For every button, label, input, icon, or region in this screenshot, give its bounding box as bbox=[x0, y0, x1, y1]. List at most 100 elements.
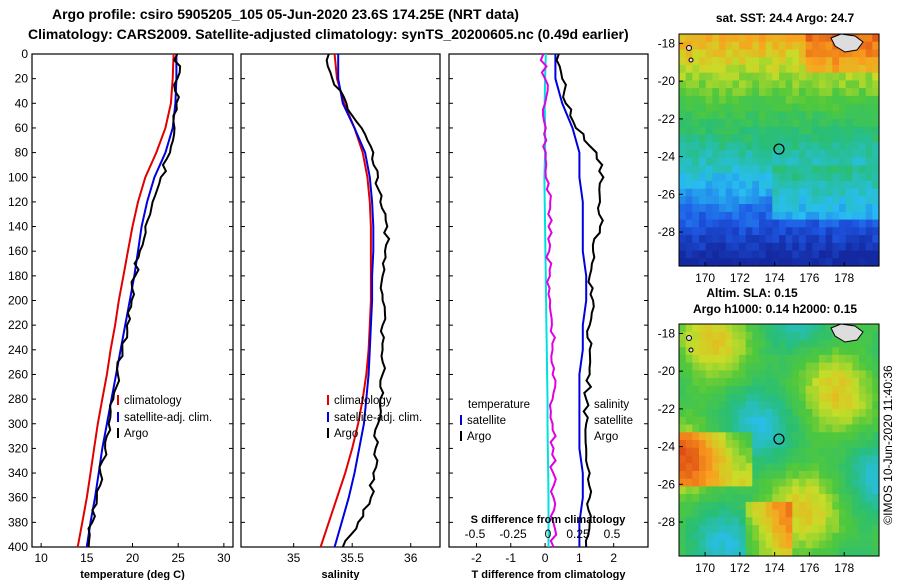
top-tick-label: -0.5 bbox=[465, 527, 486, 541]
map-x-tick-label: 172 bbox=[730, 561, 750, 575]
legend-label: climatology bbox=[334, 395, 392, 407]
x-tick-label: 30 bbox=[217, 551, 231, 565]
x-tick-label: -2 bbox=[471, 551, 482, 565]
credit-text: ©IMOS 10-Jun-2020 11:40:36 bbox=[881, 365, 895, 525]
depth-tick-label: 40 bbox=[15, 96, 29, 110]
depth-tick-label: 400 bbox=[8, 540, 28, 554]
x-tick-label: 35.5 bbox=[341, 551, 365, 565]
depth-tick-label: 100 bbox=[8, 170, 28, 184]
legend-title: temperature bbox=[468, 399, 530, 411]
map-frame bbox=[678, 323, 880, 557]
map-x-tick-label: 170 bbox=[695, 271, 715, 285]
legend-label: satellite bbox=[467, 415, 506, 427]
island-shape bbox=[688, 57, 694, 63]
title-line-1: Argo profile: csiro 5905205_105 05-Jun-2… bbox=[52, 6, 519, 22]
argo-position-marker bbox=[773, 433, 785, 445]
temperature-climatology-line bbox=[76, 53, 175, 548]
depth-tick-label: 180 bbox=[8, 269, 28, 283]
depth-tick-label: 280 bbox=[8, 392, 28, 406]
map-x-tick-label: 174 bbox=[765, 271, 785, 285]
top-tick-label: 0.5 bbox=[604, 527, 621, 541]
x-tick-label: 1 bbox=[576, 551, 583, 565]
island-shape bbox=[686, 335, 692, 341]
difference-from-climatology-temperature-argo-line bbox=[555, 53, 605, 548]
depth-tick-label: 80 bbox=[15, 146, 29, 160]
map-y-tick-label: -22 bbox=[658, 402, 676, 416]
difference-from-climatology-temperature-satellite-line bbox=[554, 54, 588, 547]
top-tick-label: 0.25 bbox=[566, 527, 590, 541]
x-tick-label: 20 bbox=[126, 551, 140, 565]
depth-tick-label: 360 bbox=[8, 491, 28, 505]
depth-tick-label: 300 bbox=[8, 417, 28, 431]
x-tick-label: 0 bbox=[542, 551, 549, 565]
depth-tick-label: 200 bbox=[8, 294, 28, 308]
map-x-tick-label: 174 bbox=[765, 561, 785, 575]
salinity-argo-line bbox=[325, 53, 391, 548]
difference-from-climatology-salinity-argo-line bbox=[539, 53, 558, 548]
legend-title: salinity bbox=[594, 399, 629, 411]
x-tick-label: 25 bbox=[172, 551, 186, 565]
x-tick-label: 15 bbox=[80, 551, 94, 565]
map-y-tick-label: -20 bbox=[658, 364, 676, 378]
legend-label: satellite-adj. clim. bbox=[124, 412, 212, 424]
map-y-tick-label: -18 bbox=[658, 326, 676, 340]
map-y-tick-label: -20 bbox=[658, 74, 676, 88]
sst-map-title: sat. SST: 24.4 Argo: 24.7 bbox=[716, 11, 855, 25]
sla-map-title: Altim. SLA: 0.15 bbox=[706, 286, 798, 300]
depth-tick-label: 0 bbox=[21, 47, 28, 61]
map-y-tick-label: -18 bbox=[658, 36, 676, 50]
x-axis-label: T difference from climatology bbox=[471, 569, 626, 580]
x-tick-label: -1 bbox=[505, 551, 516, 565]
legend-label: Argo bbox=[467, 431, 491, 443]
map-frame bbox=[678, 33, 880, 267]
salinity-climatology-line bbox=[319, 53, 372, 548]
island-shape bbox=[686, 45, 692, 51]
top-tick-label: -0.25 bbox=[499, 527, 527, 541]
depth-tick-label: 140 bbox=[8, 220, 28, 234]
argo-position-marker bbox=[773, 143, 785, 155]
depth-tick-label: 20 bbox=[15, 72, 29, 86]
top-tick-label: 0 bbox=[545, 527, 552, 541]
sla-map-subtitle: Argo h1000: 0.14 h2000: 0.15 bbox=[693, 302, 857, 316]
map-x-tick-label: 178 bbox=[834, 271, 854, 285]
map-y-tick-label: -28 bbox=[658, 515, 676, 529]
legend-label: satellite bbox=[594, 415, 633, 427]
temperature-argo-line bbox=[87, 53, 182, 548]
map-y-tick-label: -26 bbox=[658, 477, 676, 491]
x-tick-label: 35 bbox=[287, 551, 301, 565]
island-shape bbox=[688, 347, 694, 353]
depth-tick-label: 60 bbox=[15, 121, 29, 135]
depth-tick-label: 340 bbox=[8, 466, 28, 480]
map-x-tick-label: 176 bbox=[799, 561, 819, 575]
salinity-satellite-adj-clim--line bbox=[333, 54, 375, 548]
depth-tick-label: 380 bbox=[8, 515, 28, 529]
depth-tick-label: 320 bbox=[8, 441, 28, 455]
x-tick-label: 2 bbox=[610, 551, 617, 565]
map-y-tick-label: -24 bbox=[658, 440, 676, 454]
top-axis-label: S difference from climatology bbox=[471, 514, 627, 526]
x-axis-label: salinity bbox=[322, 569, 361, 580]
map-y-tick-label: -28 bbox=[658, 225, 676, 239]
map-y-tick-label: -26 bbox=[658, 187, 676, 201]
title-line-2: Climatology: CARS2009. Satellite-adjuste… bbox=[28, 26, 629, 42]
map-y-tick-label: -24 bbox=[658, 150, 676, 164]
depth-tick-label: 220 bbox=[8, 318, 28, 332]
legend-label: Argo bbox=[334, 428, 358, 440]
legend-label: satellite-adj. clim. bbox=[334, 412, 422, 424]
depth-tick-label: 160 bbox=[8, 244, 28, 258]
plot-frame bbox=[240, 53, 441, 548]
depth-tick-label: 260 bbox=[8, 367, 28, 381]
x-tick-label: 36 bbox=[404, 551, 418, 565]
map-x-tick-label: 170 bbox=[695, 561, 715, 575]
depth-tick-label: 240 bbox=[8, 343, 28, 357]
map-y-tick-label: -22 bbox=[658, 112, 676, 126]
legend-label: climatology bbox=[124, 395, 182, 407]
map-x-tick-label: 172 bbox=[730, 271, 750, 285]
depth-tick-label: 120 bbox=[8, 195, 28, 209]
x-tick-label: 10 bbox=[34, 551, 48, 565]
sst-map bbox=[679, 33, 880, 267]
legend-label: Argo bbox=[594, 431, 618, 443]
x-axis-label: temperature (deg C) bbox=[80, 569, 185, 580]
map-x-tick-label: 178 bbox=[834, 561, 854, 575]
